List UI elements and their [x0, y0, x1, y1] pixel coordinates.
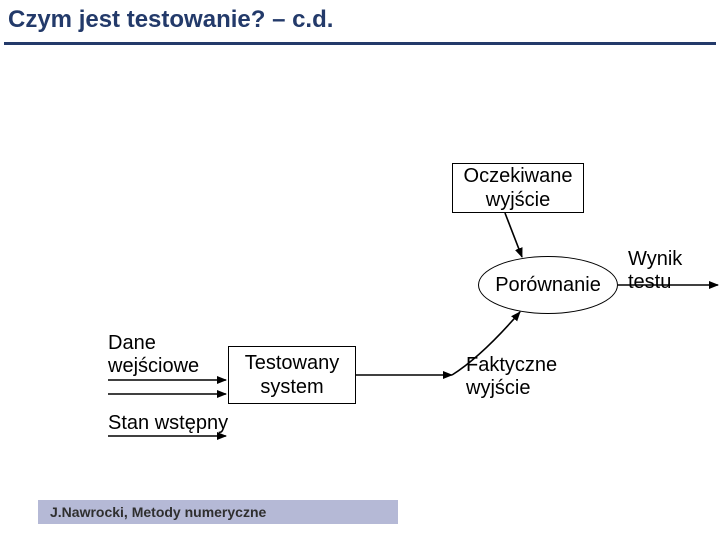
title-underline	[4, 42, 716, 45]
initial-state-label: Stan wstępny	[108, 412, 228, 435]
input-data-label: Danewejściowe	[108, 332, 199, 378]
arrows-layer	[0, 0, 720, 540]
comparison-label: Porównanie	[495, 273, 601, 297]
tested-system-box: Testowanysystem	[228, 346, 356, 404]
tested-system-label: Testowanysystem	[245, 351, 340, 399]
test-result-label: Wyniktestu	[628, 248, 682, 294]
comparison-ellipse: Porównanie	[478, 256, 618, 314]
expected-output-label: Oczekiwanewyjście	[464, 164, 573, 212]
actual-output-label: Faktycznewyjście	[466, 354, 557, 400]
footer-bar: J.Nawrocki, Metody numeryczne	[38, 500, 398, 524]
page-title: Czym jest testowanie? – c.d.	[8, 6, 333, 34]
expected-output-box: Oczekiwanewyjście	[452, 163, 584, 213]
footer-text: J.Nawrocki, Metody numeryczne	[50, 504, 266, 520]
